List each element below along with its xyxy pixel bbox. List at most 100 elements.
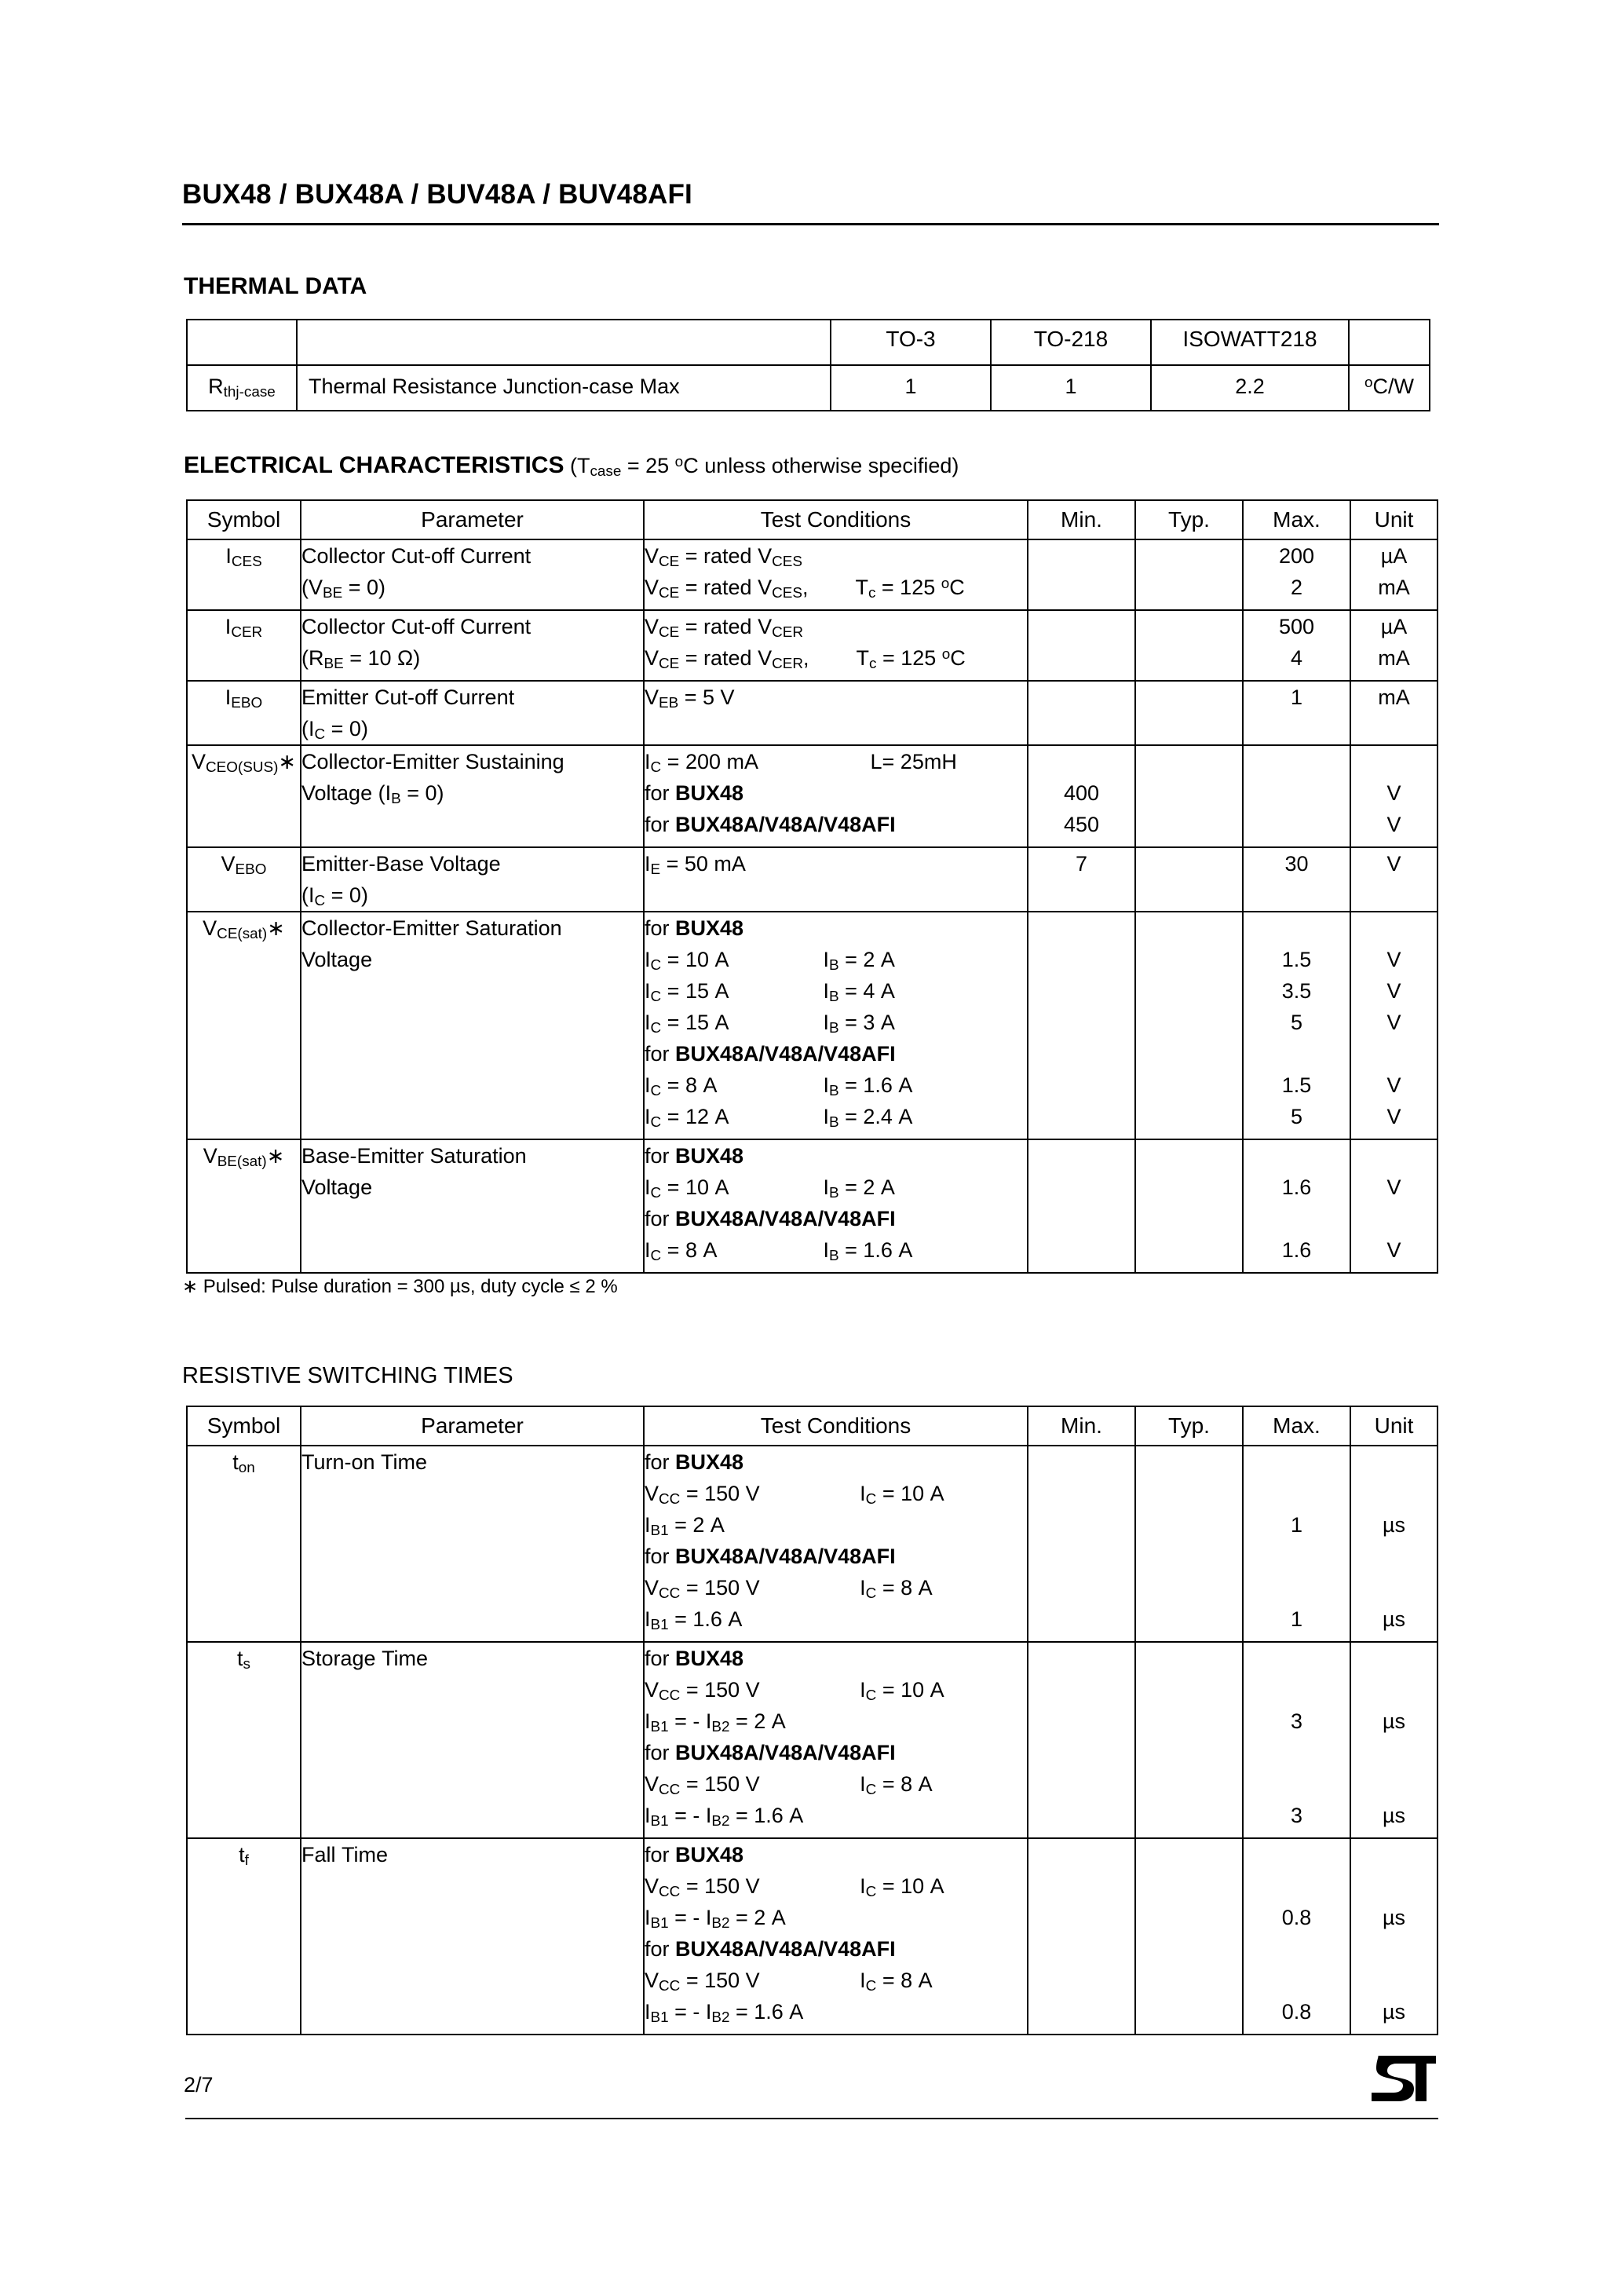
- row-parameter: Collector-Emitter Sustaining Voltage (IB …: [300, 744, 645, 848]
- row-max-line: 1: [1290, 1513, 1303, 1537]
- row-test-conditions-line: for BUX48: [645, 1144, 744, 1168]
- row-unit-line: µs: [1382, 1607, 1406, 1631]
- row-max-line: 1.6: [1281, 1238, 1312, 1262]
- table-header-row: Symbol Parameter Test Conditions Min. Ty…: [186, 499, 1438, 540]
- pulsed-footnote: ∗ Pulsed: Pulse duration = 300 µs, duty …: [182, 1276, 618, 1297]
- row-typ: [1134, 1641, 1244, 1839]
- row-max: [1242, 744, 1351, 848]
- thermal-col-to3: TO-3: [830, 319, 992, 366]
- row-test-conditions-line: for BUX48: [645, 916, 744, 940]
- row-typ: [1134, 911, 1244, 1140]
- row-max: 3 3: [1242, 1641, 1351, 1839]
- row-test-conditions: VEB = 5 V: [643, 680, 1028, 746]
- row-test-conditions-line: VCC = 150 V IC = 8 A: [645, 1969, 933, 1995]
- row-max: 500 4: [1242, 609, 1351, 682]
- row-min: [1027, 1139, 1136, 1274]
- row-test-conditions-line: VCE = rated VCES, Tc = 125 oC: [645, 576, 965, 602]
- row-unit-line: µA: [1380, 615, 1408, 638]
- row-test-conditions: VCE = rated VCES VCE = rated VCES, Tc = 1…: [643, 539, 1028, 611]
- row-parameter-line: (IC = 0): [301, 883, 368, 910]
- row-symbol-line: VBE(sat)∗: [203, 1144, 285, 1171]
- row-parameter: Collector-Emitter Saturation Voltage: [300, 911, 645, 1140]
- table-row: ICES Collector Cut-off Current (VBE = 0) VC…: [186, 539, 1438, 611]
- row-test-conditions-line: IC = 12 A IB = 2.4 A: [645, 1105, 913, 1132]
- row-max: 1 1: [1242, 1445, 1351, 1643]
- row-max-line: 500: [1278, 615, 1315, 638]
- row-parameter-line: Collector Cut-off Current: [301, 544, 532, 568]
- row-max-line: 5: [1290, 1011, 1303, 1034]
- row-unit: V: [1350, 846, 1438, 912]
- row-test-conditions-line: for BUX48A/V48A/V48AFI: [645, 1937, 896, 1961]
- row-min: [1027, 1641, 1136, 1839]
- row-unit-line: µs: [1382, 2000, 1406, 2024]
- thermal-blank-symbol-header: [186, 319, 298, 366]
- table-row: VBE(sat)∗ Base-Emitter Saturation Voltage f…: [186, 1139, 1438, 1274]
- row-parameter-line: Emitter Cut-off Current: [301, 686, 515, 709]
- row-unit: µs µs: [1350, 1641, 1438, 1839]
- row-max-line: 2: [1290, 576, 1303, 599]
- row-parameter-line: Voltage: [301, 1175, 373, 1199]
- row-min: [1027, 1445, 1136, 1643]
- row-max-line: 1: [1290, 1607, 1303, 1631]
- row-unit-line: V: [1386, 852, 1401, 876]
- row-unit-line: V: [1386, 1073, 1401, 1097]
- row-symbol: ICES: [186, 539, 301, 611]
- thermal-symbol-sub: thj-case: [223, 384, 276, 401]
- table-row: VCEO(SUS)∗ Collector-Emitter Sustaining Vo…: [186, 744, 1438, 848]
- row-test-conditions: for BUX48 VCC = 150 V IC = 10 A IB1 = 2 A f…: [643, 1445, 1028, 1643]
- row-test-conditions-line: IC = 10 A IB = 2 A: [645, 948, 895, 974]
- thermal-unit-degree: o: [1364, 375, 1373, 392]
- row-test-conditions: for BUX48 IC = 10 A IB = 2 A IC = 15 A IB …: [643, 911, 1028, 1140]
- row-typ: [1134, 539, 1244, 611]
- title-divider: [182, 223, 1439, 225]
- row-test-conditions-line: VCE = rated VCER, Tc = 125 oC: [645, 646, 966, 673]
- row-typ: [1134, 846, 1244, 912]
- row-unit-line: V: [1386, 979, 1401, 1003]
- row-unit-line: mA: [1378, 686, 1410, 709]
- row-test-conditions-line: IC = 8 A IB = 1.6 A: [645, 1238, 913, 1265]
- row-unit-line: V: [1386, 1175, 1401, 1199]
- row-parameter-line: Turn-on Time: [301, 1450, 428, 1474]
- row-parameter: Base-Emitter Saturation Voltage: [300, 1139, 645, 1274]
- col-typ: Typ.: [1134, 1406, 1244, 1446]
- row-test-conditions: for BUX48 VCC = 150 V IC = 10 A IB1 = - IB…: [643, 1837, 1028, 2035]
- table-row: VCE(sat)∗ Collector-Emitter Saturation Vol…: [186, 911, 1438, 1140]
- table-row: VEBO Emitter-Base Voltage (IC = 0) IE = 50 …: [186, 846, 1438, 912]
- electrical-table-body: ICES Collector Cut-off Current (VBE = 0) VC…: [186, 539, 1438, 1274]
- row-max-line: 30: [1284, 852, 1309, 876]
- row-min: [1027, 911, 1136, 1140]
- row-max-line: 3: [1290, 1709, 1303, 1733]
- row-symbol: VEBO: [186, 846, 301, 912]
- row-parameter: Emitter-Base Voltage (IC = 0): [300, 846, 645, 912]
- row-test-conditions-line: VCC = 150 V IC = 10 A: [645, 1678, 944, 1705]
- row-parameter-line: Collector-Emitter Sustaining: [301, 750, 564, 773]
- section-heading-resistive-switching-times: RESISTIVE SWITCHING TIMES: [182, 1363, 513, 1388]
- row-typ: [1134, 1837, 1244, 2035]
- row-max: 1: [1242, 680, 1351, 746]
- row-symbol: ton: [186, 1445, 301, 1643]
- row-max: 200 2: [1242, 539, 1351, 611]
- row-symbol-line: VEBO: [221, 852, 267, 879]
- row-test-conditions-line: for BUX48: [645, 1647, 744, 1670]
- row-symbol-line: VCEO(SUS)∗: [192, 750, 296, 777]
- row-min-line: 400: [1063, 781, 1100, 805]
- row-test-conditions-line: VCC = 150 V IC = 8 A: [645, 1576, 933, 1603]
- row-parameter: Fall Time: [300, 1837, 645, 2035]
- row-unit-line: V: [1386, 948, 1401, 971]
- row-symbol: ICER: [186, 609, 301, 682]
- row-unit-line: µs: [1382, 1804, 1406, 1827]
- row-max: 0.8 0.8: [1242, 1837, 1351, 2035]
- row-max-line: 1.5: [1281, 1073, 1312, 1097]
- switching-table-body: ton Turn-on Time for BUX48 VCC = 150 V IC =…: [186, 1445, 1438, 2035]
- row-test-conditions: IC = 200 mA L= 25mH for BUX48 for BUX48A/V…: [643, 744, 1028, 848]
- row-max-line: 1: [1290, 686, 1303, 709]
- row-test-conditions: for BUX48 IC = 10 A IB = 2 A for BUX48A/V4…: [643, 1139, 1028, 1274]
- row-unit-line: V: [1386, 1238, 1401, 1262]
- row-test-conditions-line: IC = 15 A IB = 4 A: [645, 979, 895, 1006]
- row-max-line: 5: [1290, 1105, 1303, 1128]
- row-unit-line: mA: [1378, 576, 1410, 599]
- row-test-conditions-line: VCC = 150 V IC = 10 A: [645, 1482, 944, 1508]
- col-max: Max.: [1242, 499, 1351, 540]
- row-unit: µA mA: [1350, 539, 1438, 611]
